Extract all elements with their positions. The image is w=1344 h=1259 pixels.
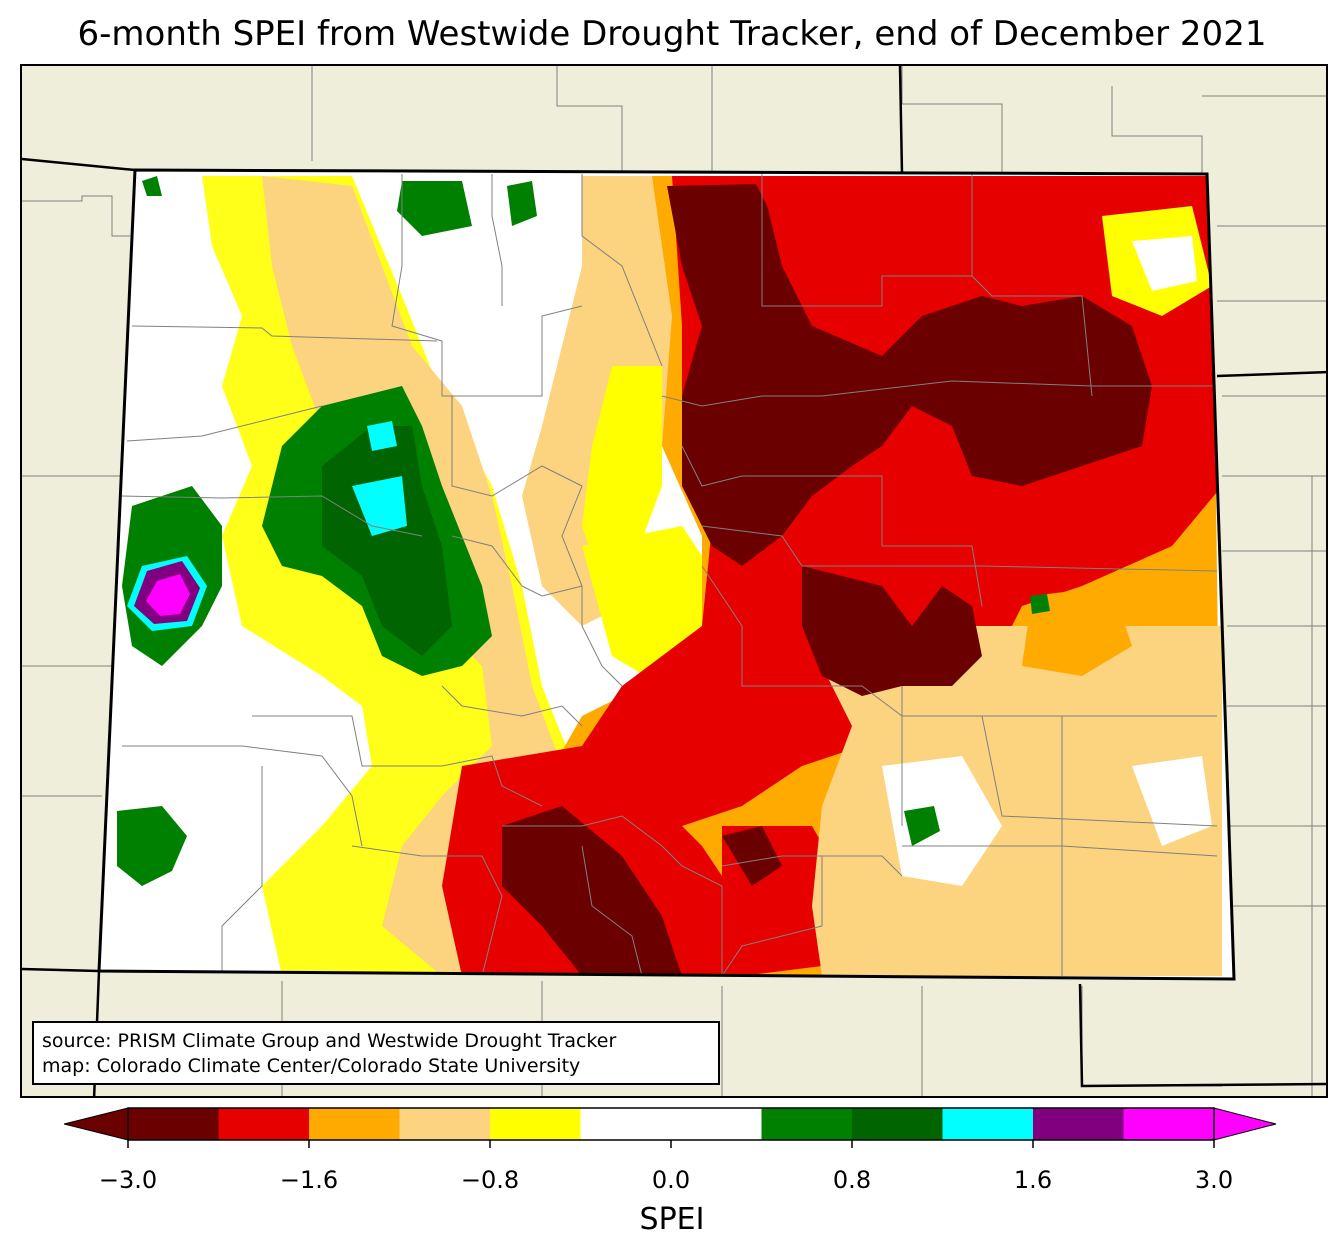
colorbar-tick-label: 3.0 [1194,1166,1234,1194]
source-line: source: PRISM Climate Group and Westwide… [42,1030,617,1052]
colorbar-tick-label: −3.0 [98,1166,158,1194]
colorbar-bin [309,1108,400,1140]
map-canvas [22,66,1326,1096]
colorado-county-lines [121,174,1218,977]
source-credit-box: source: PRISM Climate Group and Westwide… [32,1021,720,1085]
colorbar-label: SPEI [639,1202,705,1237]
colorbar-bin [761,1108,853,1140]
map-title: 6-month SPEI from Westwide Drought Track… [77,14,1267,54]
colorbar [64,1107,1277,1148]
map-panel [20,64,1328,1098]
spei-field [99,170,1234,979]
colorbar-bin [1033,1108,1124,1140]
colorbar-bin [399,1108,491,1140]
colorbar-tick-label: −0.8 [460,1166,520,1194]
colorbar-bins [128,1108,1215,1140]
colorbar-over-triangle [1213,1107,1277,1141]
colorbar-bin [1123,1108,1215,1140]
colorbar-bin [852,1108,943,1140]
colorbar-tick-label: 0.8 [832,1166,872,1194]
colorado-border [97,168,1236,981]
colorbar-bin [218,1108,310,1140]
colorbar-ticks [127,1140,1215,1148]
colorbar-under-triangle [64,1107,129,1141]
map-credit-line: map: Colorado Climate Center/Colorado St… [42,1055,581,1077]
colorbar-bin [580,1108,672,1140]
colorbar-bin [671,1108,762,1140]
colorbar-tick-label: 0.0 [651,1166,691,1194]
colorbar-tick-label: 1.6 [1013,1166,1053,1194]
colorbar-tick-label: −1.6 [279,1166,339,1194]
colorbar-bin [490,1108,581,1140]
colorbar-bin [942,1108,1034,1140]
colorbar-bin [128,1108,219,1140]
